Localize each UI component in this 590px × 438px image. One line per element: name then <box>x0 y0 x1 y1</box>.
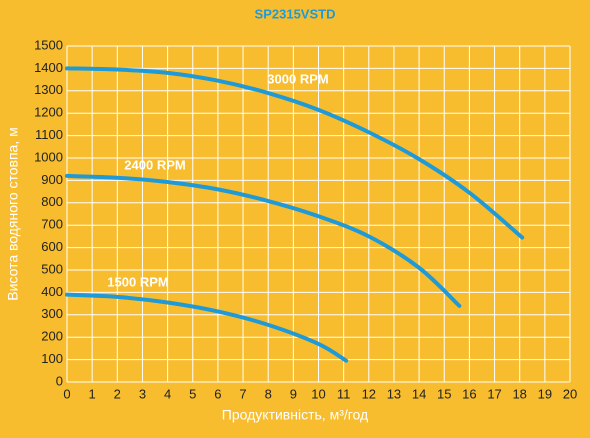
y-tick-label: 1400 <box>34 60 63 75</box>
series-label: 3000 RPM <box>267 71 328 86</box>
y-tick-label: 1000 <box>34 149 63 164</box>
y-tick-label: 1100 <box>35 127 63 142</box>
x-tick-label: 5 <box>189 386 196 401</box>
chart-title: SP2315VSTD <box>255 6 336 21</box>
y-tick-label: 1500 <box>34 37 63 52</box>
y-tick-label: 300 <box>41 306 63 321</box>
line-series <box>65 173 462 308</box>
x-axis-title: Продуктивність, м³/год <box>222 407 368 423</box>
y-tick-label: 400 <box>41 284 63 299</box>
y-tick-label: 1300 <box>34 82 63 97</box>
x-tick-label: 10 <box>311 386 325 401</box>
x-tick-label: 9 <box>290 386 297 401</box>
x-tick-label: 6 <box>214 386 221 401</box>
x-tick-label: 8 <box>265 386 272 401</box>
x-tick-label: 4 <box>164 386 171 401</box>
y-tick-label: 800 <box>41 194 63 209</box>
y-tick-label: 200 <box>41 329 63 344</box>
y-tick-label: 700 <box>41 217 63 232</box>
x-tick-label: 16 <box>462 386 476 401</box>
x-tick-label: 20 <box>563 386 577 401</box>
x-tick-label: 18 <box>512 386 526 401</box>
series-label: 2400 RPM <box>124 157 185 172</box>
y-tick-label: 600 <box>41 239 63 254</box>
y-tick-label: 900 <box>41 172 63 187</box>
x-tick-label: 1 <box>89 386 96 401</box>
y-tick-label: 0 <box>56 373 63 388</box>
x-tick-label: 15 <box>437 386 451 401</box>
series-label: 1500 RPM <box>107 274 168 289</box>
x-tick-label: 0 <box>63 386 70 401</box>
x-tick-label: 19 <box>538 386 552 401</box>
x-tick-label: 17 <box>487 386 501 401</box>
line-series <box>65 66 525 240</box>
line-series <box>65 292 349 363</box>
x-tick-label: 12 <box>362 386 376 401</box>
x-tick-label: 3 <box>139 386 146 401</box>
y-axis-title: Висота водяного стовпа, м <box>5 127 21 300</box>
y-tick-label: 1200 <box>34 105 63 120</box>
x-tick-label: 11 <box>337 386 351 401</box>
x-tick-label: 14 <box>412 386 426 401</box>
y-tick-label: 500 <box>41 261 63 276</box>
x-tick-label: 13 <box>387 386 401 401</box>
x-tick-label: 7 <box>239 386 246 401</box>
x-tick-label: 2 <box>114 386 121 401</box>
y-tick-label: 100 <box>41 351 63 366</box>
